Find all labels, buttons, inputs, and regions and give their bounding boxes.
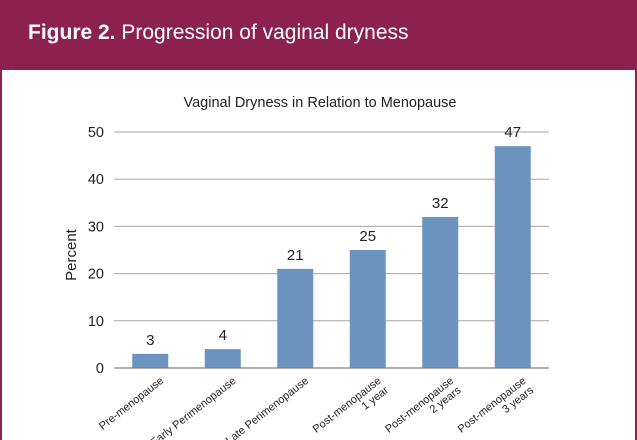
chart-title: Vaginal Dryness in Relation to Menopause — [184, 95, 457, 111]
data-label: 21 — [287, 247, 304, 264]
x-tick-label: Post-menopause2 years — [383, 375, 464, 440]
x-tick-label: Pre-menopause — [97, 375, 166, 433]
figure-label: Figure 2. — [28, 21, 116, 44]
bar — [349, 250, 386, 368]
y-tick-label: 40 — [88, 172, 104, 188]
y-tick-label: 50 — [88, 125, 104, 141]
bar — [132, 353, 169, 368]
x-tick-label: Post-menopause1 year — [311, 375, 392, 440]
figure-title: Progression of vaginal dryness — [121, 21, 409, 44]
data-label: 4 — [219, 327, 227, 344]
bar — [204, 349, 241, 368]
y-tick-label: 20 — [88, 267, 104, 283]
data-label: 32 — [432, 195, 449, 212]
figure-heading: Figure 2. Progression of vaginal dryness — [28, 21, 409, 45]
data-label: 3 — [146, 332, 154, 349]
bar — [422, 216, 459, 368]
y-axis-label: Percent — [63, 228, 80, 281]
figure-banner: Figure 2. Progression of vaginal dryness — [0, 0, 637, 70]
bar — [494, 146, 531, 368]
data-label: 47 — [504, 124, 521, 141]
y-tick-label: 0 — [96, 361, 104, 377]
bar — [277, 268, 314, 368]
y-tick-label: 10 — [88, 314, 104, 330]
y-tick-label: 30 — [88, 219, 104, 235]
data-label: 25 — [359, 228, 376, 245]
x-tick-label-line: Pre-menopause — [97, 375, 166, 433]
x-tick-label: Post-menopause3 years — [456, 375, 537, 440]
